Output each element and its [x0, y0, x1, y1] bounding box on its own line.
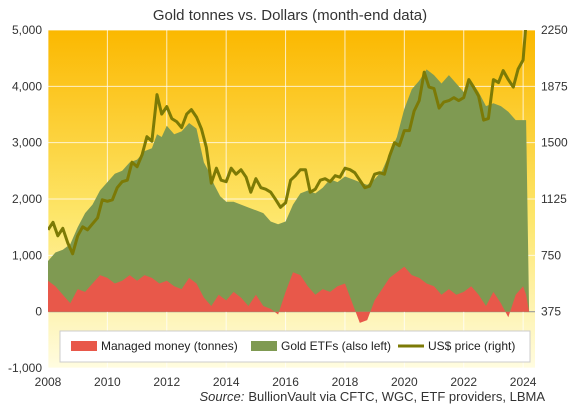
source-label: Source:: [200, 389, 245, 404]
source-text: BullionVault via CFTC, WGC, ETF provider…: [248, 389, 545, 404]
y-right-tick-label: 750: [541, 248, 561, 262]
x-tick-label: 2024: [510, 375, 537, 389]
y-right-tick-label: 375: [541, 305, 561, 319]
y-right-tick-label: 1125: [541, 192, 567, 206]
x-tick-label: 2018: [332, 375, 359, 389]
y-left-tick-label: 3,000: [12, 136, 42, 150]
x-tick-label: 2022: [450, 375, 477, 389]
y-right-tick-label: 1500: [541, 136, 568, 150]
series-us-price-line: [48, 30, 528, 256]
y-left-tick-label: 2,000: [12, 192, 42, 206]
x-tick-label: 2014: [213, 375, 240, 389]
y-axis-right: 375 750 1125 1500 1875 2250: [541, 23, 568, 319]
y-right-tick-label: 2250: [541, 23, 568, 37]
chart-title: Gold tonnes vs. Dollars (month-end data): [153, 7, 427, 24]
x-tick-label: 2016: [272, 375, 299, 389]
legend-label-managed-money: Managed money (tonnes): [101, 339, 238, 353]
y-axis-left: -1,000 0 1,000 2,000 3,000 4,000 5,000: [8, 23, 42, 375]
x-tick-label: 2012: [153, 375, 180, 389]
y-right-tick-label: 1875: [541, 79, 568, 93]
legend-swatch-gold-etfs: [251, 341, 277, 351]
legend: Managed money (tonnes) Gold ETFs (also l…: [59, 330, 531, 363]
x-tick-label: 2020: [391, 375, 418, 389]
series-managed-money-area: [48, 266, 530, 323]
y-left-tick-label: -1,000: [8, 361, 42, 375]
x-tick-label: 2010: [94, 375, 121, 389]
legend-label-gold-etfs: Gold ETFs (also left): [281, 339, 391, 353]
y-left-tick-label: 5,000: [12, 23, 42, 37]
y-left-tick-label: 1,000: [12, 248, 42, 262]
y-left-tick-label: 4,000: [12, 79, 42, 93]
legend-label-us-price: US$ price (right): [428, 339, 515, 353]
legend-swatch-managed-money: [71, 341, 97, 351]
x-axis: 2008 2010 2012 2014 2016 2018 2020 2022 2024: [35, 375, 537, 389]
source-note: Source: BullionVault via CFTC, WGC, ETF p…: [200, 389, 546, 404]
legend-box: [59, 330, 531, 363]
x-tick-label: 2008: [35, 375, 62, 389]
series-lines: [48, 30, 528, 256]
y-left-tick-label: 0: [35, 305, 42, 319]
